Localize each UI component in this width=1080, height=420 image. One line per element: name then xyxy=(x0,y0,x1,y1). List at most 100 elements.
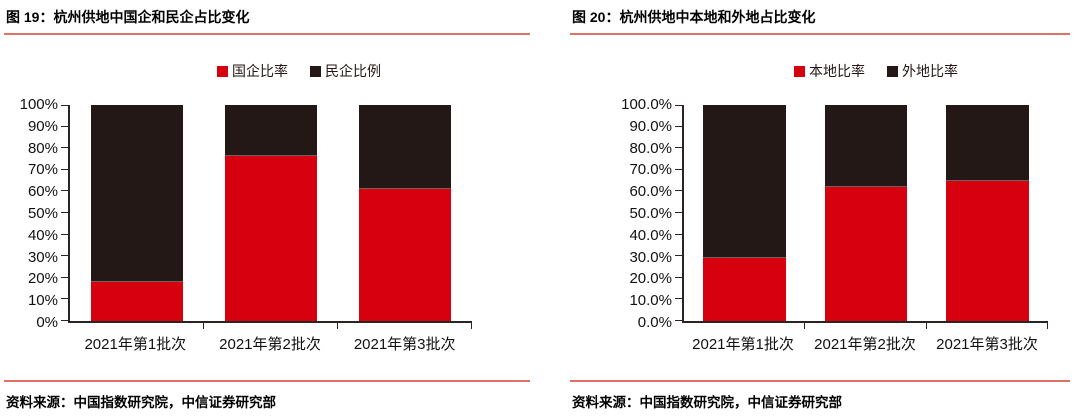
figure-19-panel: 图 19：杭州供地中国企和民企占比变化 国企比率 民企比例 0% 10% 20% 30%… xyxy=(4,0,530,411)
y-tick-mark xyxy=(61,276,68,278)
figure-20-legend: 本地比率 外地比率 xyxy=(570,61,1070,81)
y-tick-label: 100.0% xyxy=(621,96,672,113)
y-tick-mark xyxy=(675,147,682,149)
x-axis-label: 2021年第2批次 xyxy=(814,336,916,353)
y-tick-mark xyxy=(675,190,682,192)
legend-label: 民企比例 xyxy=(325,63,381,79)
y-tick-mark xyxy=(675,233,682,235)
x-axis-labels: 2021年第1批次 2021年第2批次 2021年第3批次 xyxy=(682,333,1048,354)
y-tick-label: 40.0% xyxy=(629,226,672,244)
bar-segment xyxy=(225,105,317,156)
y-tick-mark xyxy=(61,125,68,127)
figure-20-source-note: 资料来源：中国指数研究院，中信证券研究部 xyxy=(570,380,1070,411)
bar-segment xyxy=(359,105,451,190)
y-axis: 0.0% 10.0% 20.0% 30.0% 40.0% 50.0% 60.0% 70.0% 8… xyxy=(570,96,682,331)
y-tick-mark xyxy=(61,105,68,106)
bar-slot xyxy=(338,105,472,321)
y-tick-label: 10.0% xyxy=(629,292,672,310)
y-tick-label: 20% xyxy=(27,270,58,288)
y-tick-mark xyxy=(61,320,68,321)
x-tick-mark xyxy=(202,323,204,329)
y-tick-mark xyxy=(675,105,682,106)
figure-19-source-note: 资料来源：中国指数研究院，中信证券研究部 xyxy=(4,380,530,411)
bar-segment xyxy=(91,105,183,283)
y-tick-mark xyxy=(61,212,68,213)
legend-label: 本地比率 xyxy=(809,63,865,79)
y-tick-mark xyxy=(61,255,68,257)
y-tick-label: 100% xyxy=(19,96,58,113)
y-tick-label: 0.0% xyxy=(637,314,672,331)
y-tick-label: 60% xyxy=(27,183,58,201)
y-tick-mark xyxy=(675,125,682,127)
bar-segment xyxy=(824,105,908,188)
y-tick-label: 50% xyxy=(27,205,58,222)
legend-swatch xyxy=(310,65,321,77)
x-axis-label: 2021年第1批次 xyxy=(84,336,187,353)
x-axis-label: 2021年第3批次 xyxy=(353,336,456,353)
y-tick-label: 80.0% xyxy=(629,139,672,157)
y-tick-label: 30.0% xyxy=(629,248,672,266)
bar-slot xyxy=(204,105,338,321)
y-tick-label: 80% xyxy=(27,139,58,157)
y-tick-mark xyxy=(61,233,68,235)
bar-series-area xyxy=(70,105,472,321)
legend-item: 国企比率 xyxy=(217,61,288,81)
x-tick-mark xyxy=(471,323,472,329)
figure-19-legend: 国企比率 民企比例 xyxy=(4,61,530,81)
x-tick-mark xyxy=(1047,323,1048,329)
bar-slot xyxy=(805,105,926,321)
bar-series-area xyxy=(684,105,1048,321)
y-tick-mark xyxy=(675,320,682,321)
bar-slot xyxy=(684,105,805,321)
y-tick-label: 50.0% xyxy=(629,205,672,222)
stacked-bar xyxy=(91,105,183,321)
bar-segment xyxy=(946,105,1029,181)
bar-segment xyxy=(225,155,317,321)
figure-19-chart: 0% 10% 20% 30% 40% 50% 60% 70% 80% 90% 100% xyxy=(4,96,530,331)
y-tick-label: 70% xyxy=(27,161,58,179)
figure-19-title: 图 19：杭州供地中国企和民企占比变化 xyxy=(4,0,530,35)
bar-segment xyxy=(91,282,183,321)
plot-area xyxy=(61,105,472,329)
x-axis-label: 2021年第1批次 xyxy=(692,336,794,353)
x-tick-mark xyxy=(804,323,806,329)
y-tick-label: 90% xyxy=(27,117,58,135)
stacked-bar xyxy=(359,105,451,321)
y-axis: 0% 10% 20% 30% 40% 50% 60% 70% 80% 90% 100% xyxy=(4,96,68,331)
y-tick-mark xyxy=(675,168,682,170)
bar-slot xyxy=(70,105,204,321)
stacked-bar xyxy=(824,105,908,321)
stacked-bar xyxy=(225,105,317,321)
legend-item: 民企比例 xyxy=(310,61,381,81)
y-tick-label: 0% xyxy=(36,314,58,331)
y-tick-mark xyxy=(61,168,68,170)
x-axis-labels: 2021年第1批次 2021年第2批次 2021年第3批次 xyxy=(68,333,472,354)
legend-item: 外地比率 xyxy=(887,61,958,81)
y-tick-label: 30% xyxy=(27,248,58,266)
bar-segment xyxy=(824,187,908,321)
x-tick-mark xyxy=(336,323,338,329)
figure-20-panel: 图 20：杭州供地中本地和外地占比变化 本地比率 外地比率 0.0% 10.0% 20… xyxy=(540,0,1080,420)
y-tick-mark xyxy=(61,147,68,149)
x-tick-mark xyxy=(925,323,927,329)
y-tick-label: 60.0% xyxy=(629,183,672,201)
bar-segment xyxy=(359,189,451,321)
stacked-bar xyxy=(946,105,1029,321)
y-tick-mark xyxy=(675,276,682,278)
y-tick-label: 70.0% xyxy=(629,161,672,179)
legend-item: 本地比率 xyxy=(794,61,865,81)
legend-swatch xyxy=(217,65,228,77)
figure-20-title: 图 20：杭州供地中本地和外地占比变化 xyxy=(570,0,1070,35)
bar-segment xyxy=(703,258,786,321)
x-axis-label: 2021年第3批次 xyxy=(936,336,1038,353)
legend-swatch xyxy=(887,65,898,77)
y-tick-label: 20.0% xyxy=(629,270,672,288)
x-axis-label: 2021年第2批次 xyxy=(219,336,321,353)
bar-slot xyxy=(927,105,1048,321)
plot-area xyxy=(675,105,1048,329)
y-tick-mark xyxy=(675,298,682,300)
legend-label: 外地比率 xyxy=(902,63,958,79)
y-tick-mark xyxy=(61,190,68,192)
legend-swatch xyxy=(794,65,805,77)
